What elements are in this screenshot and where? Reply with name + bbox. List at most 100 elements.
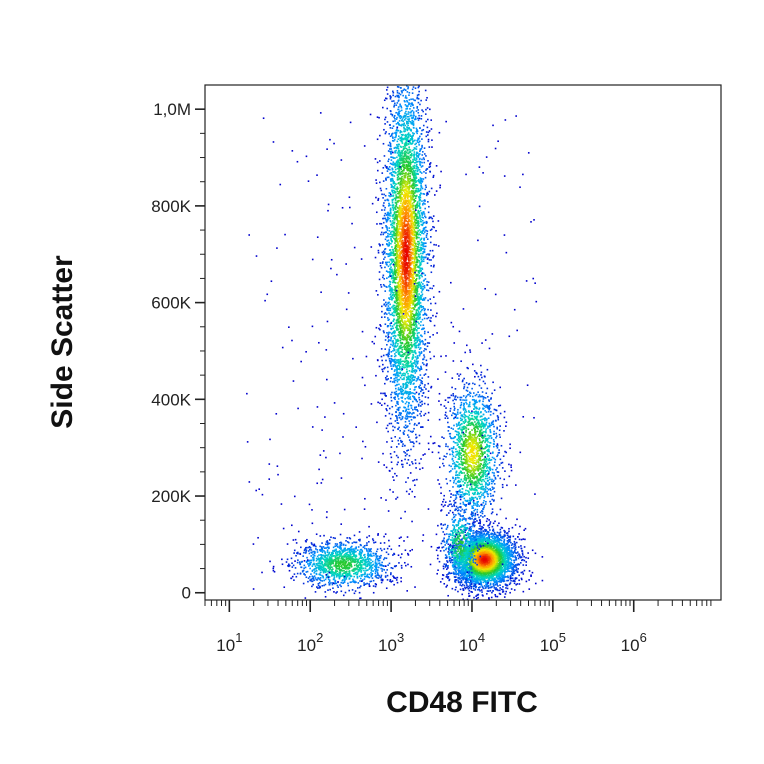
event-dot [395,446,398,448]
event-dot [417,86,420,89]
event-dot [416,290,419,292]
event-dot [419,401,422,404]
event-dot [384,415,387,417]
event-dot [396,338,399,341]
event-dot [414,408,416,410]
event-dot [406,348,409,351]
event-dot [418,178,420,181]
event-dot [413,201,415,204]
event-dot [423,153,426,155]
event-dot [390,172,393,174]
event-dot [403,252,405,255]
event-dot [404,138,406,141]
event-dot [405,316,408,319]
event-dot [390,456,393,459]
event-dot [404,231,407,233]
event-dot [414,231,417,233]
event-dot [415,174,417,176]
event-dot [408,401,410,404]
event-dot [407,304,409,306]
event-dot [415,233,418,236]
event-dot [404,256,407,258]
event-dot [391,168,394,171]
event-dot [389,207,392,210]
event-dot [404,298,407,301]
event-dot [395,384,398,386]
event-dot [414,351,417,354]
event-dot [408,237,410,240]
event-dot [391,248,394,251]
event-dot [404,279,407,281]
event-dot [413,155,415,158]
event-dot [423,221,426,224]
event-dot [405,392,408,395]
event-dot [416,105,419,108]
event-dot [402,124,405,127]
event-dot [396,186,399,189]
event-dot [389,211,392,213]
event-dot [413,340,416,342]
event-dot [401,90,403,93]
event-dot [391,288,394,291]
event-dot [402,336,404,339]
event-dot [415,324,418,327]
event-dot [401,227,404,229]
event-dot [404,309,407,311]
event-dot [420,241,423,243]
event-dot [406,368,408,371]
event-dot [410,98,412,101]
event-dot [414,349,416,352]
event-dot [423,374,426,376]
event-dot [402,401,404,403]
event-dot [415,437,417,439]
event-dot [416,355,419,357]
event-dot [386,375,388,377]
event-dot [395,286,397,288]
event-dot [383,128,385,131]
event-dot [407,459,410,461]
event-dot [395,291,398,294]
event-dot [408,190,410,192]
event-dot [389,268,391,270]
event-dot [396,190,399,192]
event-dot [417,155,420,157]
event-dot [386,93,389,95]
event-dot [412,365,415,367]
event-dot [395,164,397,167]
event-dot [376,138,379,141]
event-dot [401,175,403,178]
event-dot [399,311,402,313]
event-dot [379,244,381,246]
event-dot [408,220,411,223]
event-dot [414,416,416,419]
event-dot [422,157,425,159]
event-dot [409,251,412,254]
event-dot [396,419,399,421]
event-dot [393,104,396,107]
event-dot [417,300,420,302]
event-dot [406,449,408,452]
event-dot [389,346,391,349]
event-dot [387,336,389,339]
event-dot [402,185,405,187]
event-dot [398,216,401,218]
event-dot [430,228,433,231]
event-dot [400,536,402,539]
event-dot [395,256,397,259]
event-dot [395,261,398,263]
event-dot [396,296,399,299]
event-dot [412,198,414,201]
event-dot [404,207,406,209]
event-dot [419,285,422,288]
event-dot [388,212,390,215]
event-dot [392,341,395,344]
event-dot [421,339,424,342]
event-dot [415,298,418,300]
event-dot [399,385,402,388]
event-dot [393,332,396,334]
event-dot [415,352,417,355]
event-dot [391,100,393,103]
event-dot [412,383,415,385]
event-dot [408,393,411,396]
event-dot [397,223,400,226]
